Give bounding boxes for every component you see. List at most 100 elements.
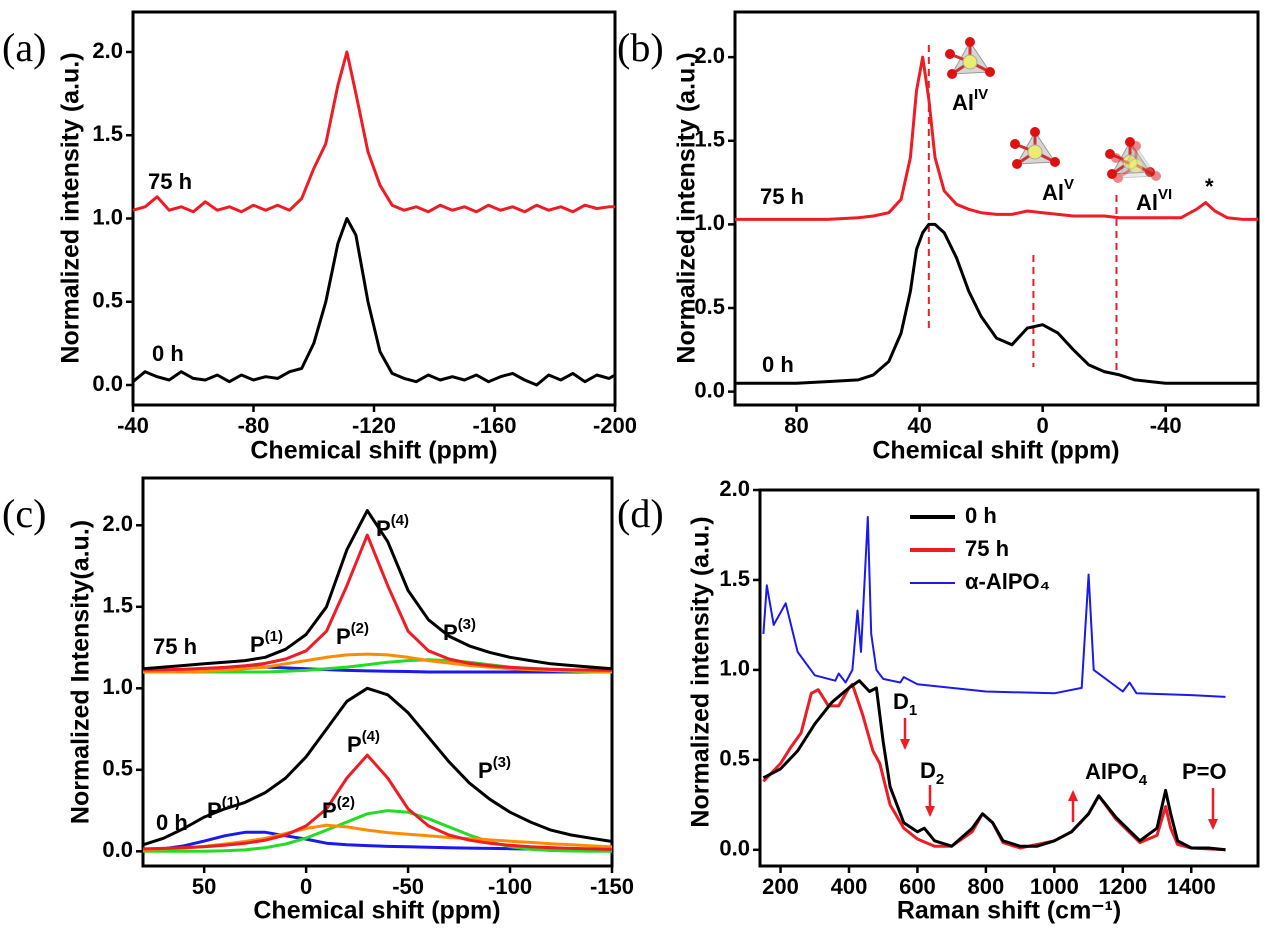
y-tick-label: 2.0 — [102, 511, 133, 536]
annotation-sub: 4 — [1139, 772, 1148, 789]
x-tick-label: 40 — [907, 413, 931, 438]
annotation: * — [1205, 174, 1214, 199]
x-tick-label: 1000 — [1030, 874, 1079, 899]
x-tick-label: 0 — [300, 874, 312, 899]
y-tick-label: 0.0 — [719, 836, 750, 861]
data-line — [762, 516, 1226, 698]
series-label: 75 h — [148, 169, 192, 194]
annotation-text: P=O — [1182, 759, 1227, 784]
annotation-text: P — [443, 620, 458, 645]
annotation: D2 — [920, 758, 944, 788]
annotation-sup: (2) — [351, 620, 369, 637]
al-vi-structure-extra — [1109, 139, 1163, 185]
series-label: 75 h — [760, 184, 804, 209]
y-tick-label: 0.0 — [102, 837, 133, 862]
y-tick-label: 1.5 — [719, 566, 750, 591]
x-tick-label: -160 — [472, 413, 516, 438]
y-tick-label: 2.0 — [719, 476, 750, 501]
y-tick-label: 1.5 — [102, 593, 133, 618]
legend-label: 75 h — [965, 536, 1009, 561]
x-tick-label: -150 — [590, 874, 634, 899]
series-label: 75 h — [153, 634, 197, 659]
x-tick-label: -50 — [392, 874, 424, 899]
y-axis-label: Normalized intensity (a.u.) — [673, 52, 701, 363]
annotation: P(2) — [336, 620, 369, 649]
y-tick-label: 2.0 — [694, 43, 725, 68]
annotation: D1 — [893, 689, 917, 719]
al-iv-structure — [943, 35, 997, 81]
annotation-text: P — [322, 798, 337, 823]
arrow-head — [925, 806, 935, 817]
plot-frame — [733, 10, 1260, 407]
y-tick-label: 1.0 — [92, 204, 123, 229]
annotation-sup: (4) — [391, 512, 409, 529]
annotation-sup: (2) — [337, 794, 355, 811]
x-tick-label: 50 — [192, 874, 216, 899]
annotation-text: P — [347, 732, 362, 757]
data-line — [142, 533, 613, 672]
x-axis-label: Chemical shift (ppm) — [253, 897, 500, 925]
annotation-text: P — [376, 516, 391, 541]
annotation-sup: IV — [974, 86, 988, 103]
annotation-sup: (4) — [362, 728, 380, 745]
x-tick-label: 0 — [1037, 413, 1049, 438]
y-tick-label: 0.0 — [92, 371, 123, 396]
annotation: P(4) — [347, 728, 380, 757]
y-tick-label: 1.5 — [92, 121, 123, 146]
series-label: 0 h — [762, 352, 794, 377]
x-tick-label: -100 — [488, 874, 532, 899]
y-tick-label: 0.0 — [694, 377, 725, 402]
x-tick-label: -40 — [1150, 413, 1182, 438]
al-v-structure — [1008, 125, 1062, 171]
panel-label: (a) — [2, 25, 46, 70]
annotation: AlPO4 — [1085, 759, 1148, 789]
annotation-text: D — [893, 689, 909, 714]
plot-frame — [758, 488, 1260, 868]
data-line — [132, 50, 615, 214]
annotation: P=O — [1182, 759, 1227, 784]
x-tick-label: -80 — [238, 413, 270, 438]
legend-label: 0 h — [965, 503, 997, 528]
y-tick-label: 0.5 — [719, 746, 750, 771]
annotation-sup: VI — [1158, 186, 1172, 203]
legend-label: α-AlPO₄ — [965, 569, 1050, 594]
data-line — [735, 55, 1258, 221]
panel-label: (c) — [2, 491, 46, 536]
annotation-sup: (3) — [458, 616, 476, 633]
annotation: P(1) — [207, 794, 240, 823]
annotation-text: Al — [952, 90, 974, 115]
x-tick-label: -200 — [593, 413, 637, 438]
arrow-head — [1068, 790, 1078, 801]
y-axis-label: Normalized Intensity(a.u.) — [67, 520, 95, 824]
annotation-sub: 2 — [936, 771, 944, 788]
annotation-text: * — [1205, 174, 1214, 199]
annotation-text: AlPO — [1085, 759, 1139, 784]
y-tick-label: 1.0 — [694, 210, 725, 235]
y-axis-label: Normalized intensity (a.u.) — [687, 516, 715, 827]
annotation-text: D — [920, 758, 936, 783]
data-line — [735, 222, 1258, 385]
data-line — [142, 686, 613, 847]
x-axis-label: Chemical shift (ppm) — [250, 437, 497, 465]
x-tick-label: -40 — [117, 413, 149, 438]
annotation: P(3) — [478, 754, 511, 783]
panel-label: (d) — [617, 491, 664, 536]
annotation: P(3) — [443, 616, 476, 645]
annotation-sup: V — [1064, 176, 1074, 193]
annotation-sup: (3) — [493, 754, 511, 771]
data-line — [132, 217, 616, 387]
annotation: AlVI — [1136, 186, 1172, 215]
annotation: AlIV — [952, 86, 988, 115]
data-line — [142, 509, 613, 671]
annotation: P(4) — [376, 512, 409, 541]
annotation-text: Al — [1136, 190, 1158, 215]
x-tick-label: -120 — [352, 413, 396, 438]
x-tick-label: 1400 — [1167, 874, 1216, 899]
x-tick-label: 800 — [968, 874, 1005, 899]
arrow-head — [1208, 819, 1218, 830]
x-tick-label: 1200 — [1098, 874, 1147, 899]
annotation: P(1) — [250, 628, 283, 657]
x-tick-label: 200 — [762, 874, 799, 899]
annotation-text: Al — [1042, 180, 1064, 205]
